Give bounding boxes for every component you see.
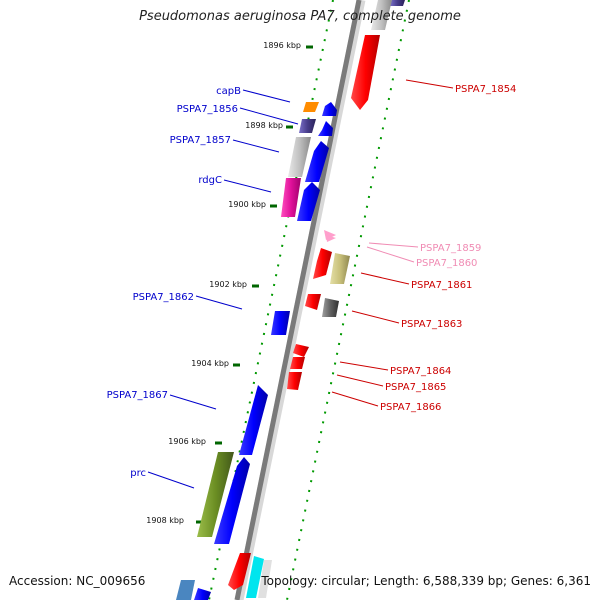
gene-PSPA7_1857-partner[interactable] bbox=[305, 141, 329, 182]
gene-PSPA7_1860-khaki[interactable] bbox=[330, 253, 350, 284]
gene-capB[interactable] bbox=[303, 102, 319, 112]
gene-top-purple[interactable] bbox=[390, 0, 405, 6]
genome-stats-text: Topology: circular; Length: 6,588,339 bp… bbox=[261, 574, 591, 588]
leader-PSPA7_1856 bbox=[239, 107, 299, 125]
tick-label-1904: 1904 kbp bbox=[191, 359, 229, 368]
gene-PSPA7_1865[interactable] bbox=[290, 357, 305, 369]
gene-PSPA7_1861-red[interactable] bbox=[313, 248, 332, 279]
label-rdgC[interactable]: rdgC bbox=[198, 175, 222, 186]
label-PSPA7_1866[interactable]: PSPA7_1866 bbox=[380, 402, 441, 413]
tick-marks bbox=[196, 45, 313, 524]
inner-left-genes bbox=[214, 102, 337, 544]
label-PSPA7_1867[interactable]: PSPA7_1867 bbox=[107, 390, 168, 401]
label-PSPA7_1863[interactable]: PSPA7_1863 bbox=[401, 319, 462, 330]
label-PSPA7_1854[interactable]: PSPA7_1854 bbox=[455, 84, 516, 95]
leader-PSPA7_1866 bbox=[331, 391, 379, 407]
gene-PSPA7_1857[interactable] bbox=[288, 137, 311, 177]
leader-PSPA7_1864 bbox=[339, 361, 389, 371]
gene-PSPA7_1866[interactable] bbox=[287, 372, 302, 390]
label-PSPA7_1860[interactable]: PSPA7_1860 bbox=[416, 258, 477, 269]
label-PSPA7_1865[interactable]: PSPA7_1865 bbox=[385, 382, 446, 393]
gene-rdgC[interactable] bbox=[281, 178, 301, 217]
label-capB[interactable]: capB bbox=[216, 86, 241, 97]
label-PSPA7_1862[interactable]: PSPA7_1862 bbox=[133, 292, 194, 303]
leader-PSPA7_1863 bbox=[351, 310, 400, 324]
gene-bottom-cyan[interactable] bbox=[246, 556, 264, 598]
map-title: Pseudomonas aeruginosa PA7, complete gen… bbox=[139, 9, 461, 24]
gene-bottom-red[interactable] bbox=[228, 553, 251, 590]
leader-PSPA7_1865 bbox=[336, 374, 384, 387]
accession-text: Accession: NC_009656 bbox=[9, 574, 146, 588]
gene-PSPA7_1864[interactable] bbox=[293, 344, 309, 357]
tick-label-1902: 1902 kbp bbox=[209, 280, 247, 289]
leader-PSPA7_1861 bbox=[360, 272, 410, 285]
label-PSPA7_1856[interactable]: PSPA7_1856 bbox=[177, 104, 238, 115]
forward-strand-genes bbox=[228, 0, 405, 598]
gene-PSPA7_1860[interactable] bbox=[326, 235, 336, 242]
gene-bottom-steelblue[interactable] bbox=[176, 580, 195, 600]
right-dotted-track bbox=[286, 0, 410, 600]
gene-prc[interactable] bbox=[197, 452, 234, 537]
gene-PSPA7_1856[interactable] bbox=[299, 119, 316, 133]
backbone bbox=[234, 0, 366, 600]
gene-bottom-lightgray[interactable] bbox=[258, 560, 272, 598]
reverse-strand-genes bbox=[176, 102, 319, 600]
gene-PSPA7_1863-dark[interactable] bbox=[322, 298, 339, 317]
gene-rdgC-partner[interactable] bbox=[297, 182, 320, 221]
leader-PSPA7_1859 bbox=[368, 242, 419, 248]
leader-PSPA7_1857 bbox=[232, 139, 280, 153]
gene-bottom-blue[interactable] bbox=[194, 588, 211, 600]
gene-top-gray[interactable] bbox=[371, 0, 392, 30]
tick-label-1908: 1908 kbp bbox=[146, 516, 184, 525]
gene-PSPA7_1856-partner[interactable] bbox=[318, 121, 333, 136]
label-PSPA7_1859[interactable]: PSPA7_1859 bbox=[420, 243, 481, 254]
gene-PSPA7_1862[interactable] bbox=[271, 311, 290, 335]
leader-PSPA7_1862 bbox=[195, 295, 243, 310]
gene-PSPA7_1854[interactable] bbox=[351, 35, 380, 110]
gene-PSPA7_1867[interactable] bbox=[239, 385, 268, 455]
leader-capB bbox=[242, 89, 291, 103]
gene-PSPA7_1863-red[interactable] bbox=[305, 294, 321, 310]
leader-PSPA7_1854 bbox=[405, 79, 454, 89]
label-PSPA7_1861[interactable]: PSPA7_1861 bbox=[411, 280, 472, 291]
gene-capB-partner[interactable] bbox=[322, 102, 337, 116]
left-leader-lines bbox=[147, 89, 299, 489]
leader-prc bbox=[147, 471, 195, 489]
label-PSPA7_1864[interactable]: PSPA7_1864 bbox=[390, 366, 451, 377]
tick-label-1900: 1900 kbp bbox=[228, 200, 266, 209]
leader-PSPA7_1860 bbox=[366, 246, 415, 263]
tick-label-1898: 1898 kbp bbox=[245, 121, 283, 130]
tick-label-1896: 1896 kbp bbox=[263, 41, 301, 50]
label-PSPA7_1857[interactable]: PSPA7_1857 bbox=[170, 135, 231, 146]
leader-PSPA7_1867 bbox=[169, 394, 217, 410]
gene-prc-partner[interactable] bbox=[214, 457, 250, 544]
right-leader-lines bbox=[331, 79, 454, 407]
leader-rdgC bbox=[223, 179, 272, 193]
label-prc[interactable]: prc bbox=[130, 468, 146, 479]
tick-label-1906: 1906 kbp bbox=[168, 437, 206, 446]
